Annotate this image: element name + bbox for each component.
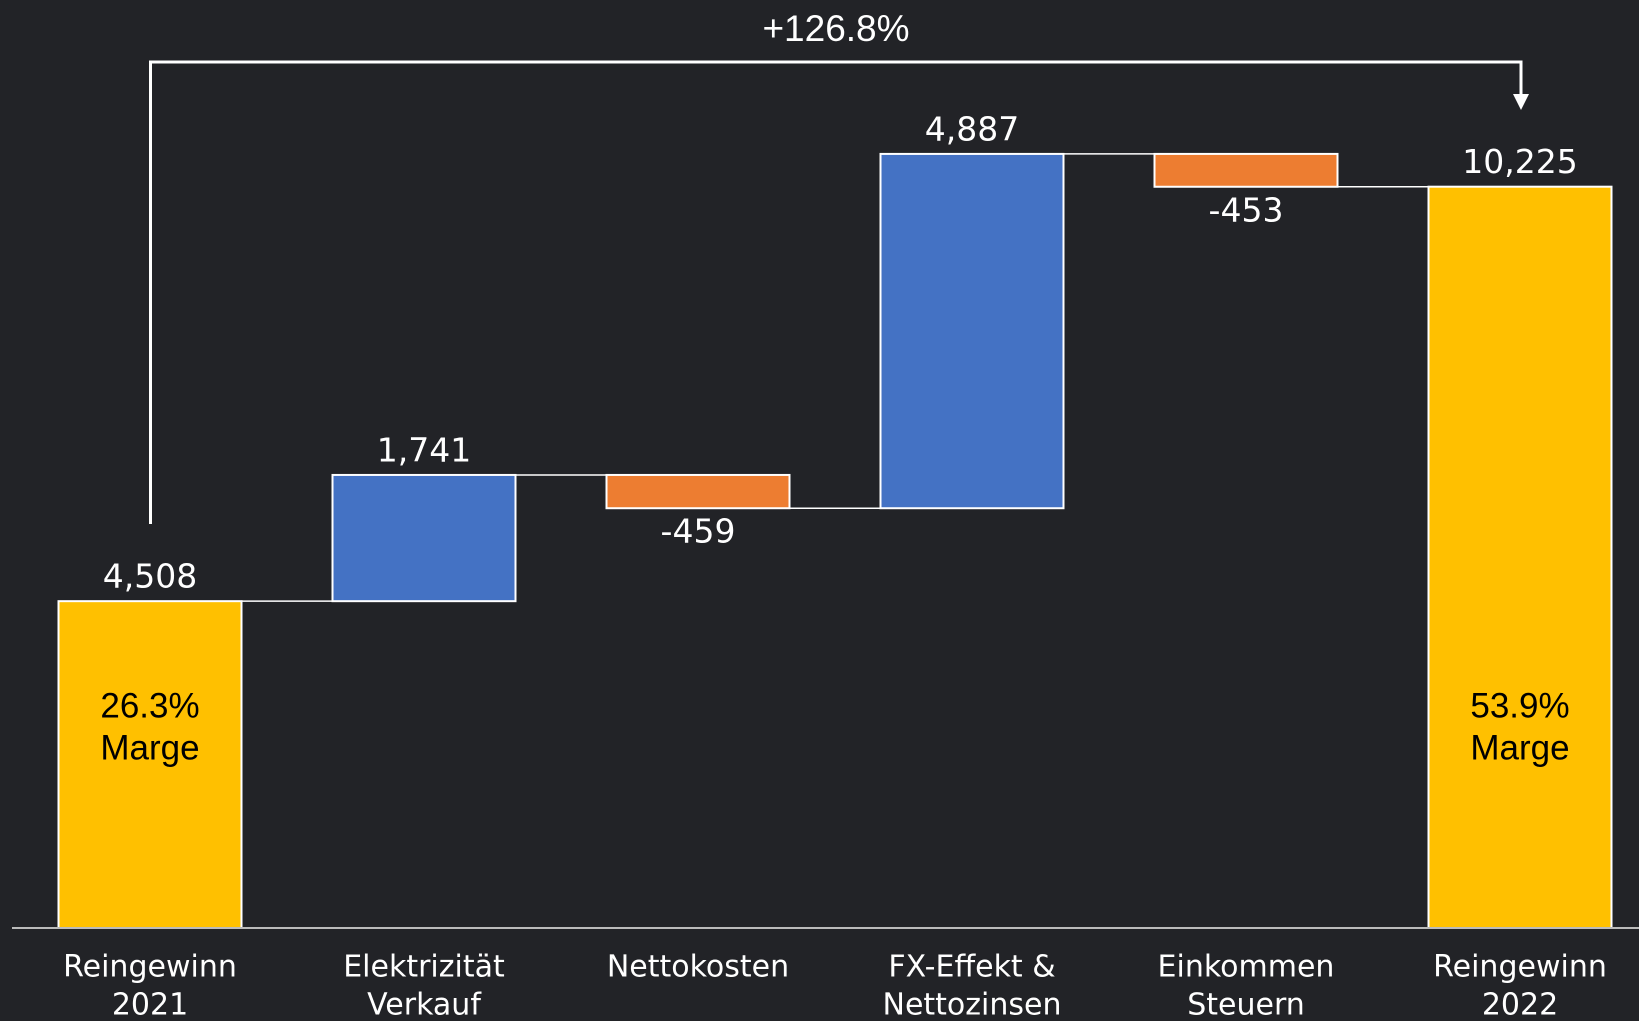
value-label: -459 — [661, 512, 736, 551]
value-label: 4,508 — [103, 557, 197, 596]
bar — [1153, 152, 1339, 188]
x-tick-label: Reingewinn — [63, 950, 237, 985]
bar — [331, 473, 517, 603]
value-label: 10,225 — [1462, 142, 1577, 181]
x-tick-label: Einkommen — [1158, 950, 1335, 985]
x-tick-label: Reingewinn — [1433, 950, 1607, 985]
bar — [605, 473, 791, 510]
x-tick-label: Elektrizität — [343, 950, 505, 985]
x-tick-label: 2021 — [112, 988, 188, 1021]
value-label: 1,741 — [377, 430, 471, 469]
bar — [879, 152, 1065, 510]
value-label: 4,887 — [925, 109, 1019, 148]
change-annotation: +126.8% — [762, 8, 909, 49]
bar-note: Marge — [100, 728, 199, 767]
x-tick-label: Nettokosten — [607, 950, 789, 985]
bar — [1427, 185, 1613, 929]
x-tick-label: Nettozinsen — [883, 988, 1062, 1021]
value-label: -453 — [1209, 190, 1284, 229]
bar-note: 53.9% — [1470, 686, 1569, 725]
bar-note: 26.3% — [100, 686, 199, 725]
bracket — [149, 60, 1523, 524]
x-tick-label: Steuern — [1187, 988, 1305, 1021]
x-tick-label: 2022 — [1482, 988, 1558, 1021]
bracket-arrow — [1513, 94, 1529, 110]
bar — [57, 600, 243, 929]
bar-note: Marge — [1470, 728, 1569, 767]
x-tick-label: FX-Effekt & — [888, 950, 1055, 985]
x-tick-label: Verkauf — [367, 988, 482, 1021]
